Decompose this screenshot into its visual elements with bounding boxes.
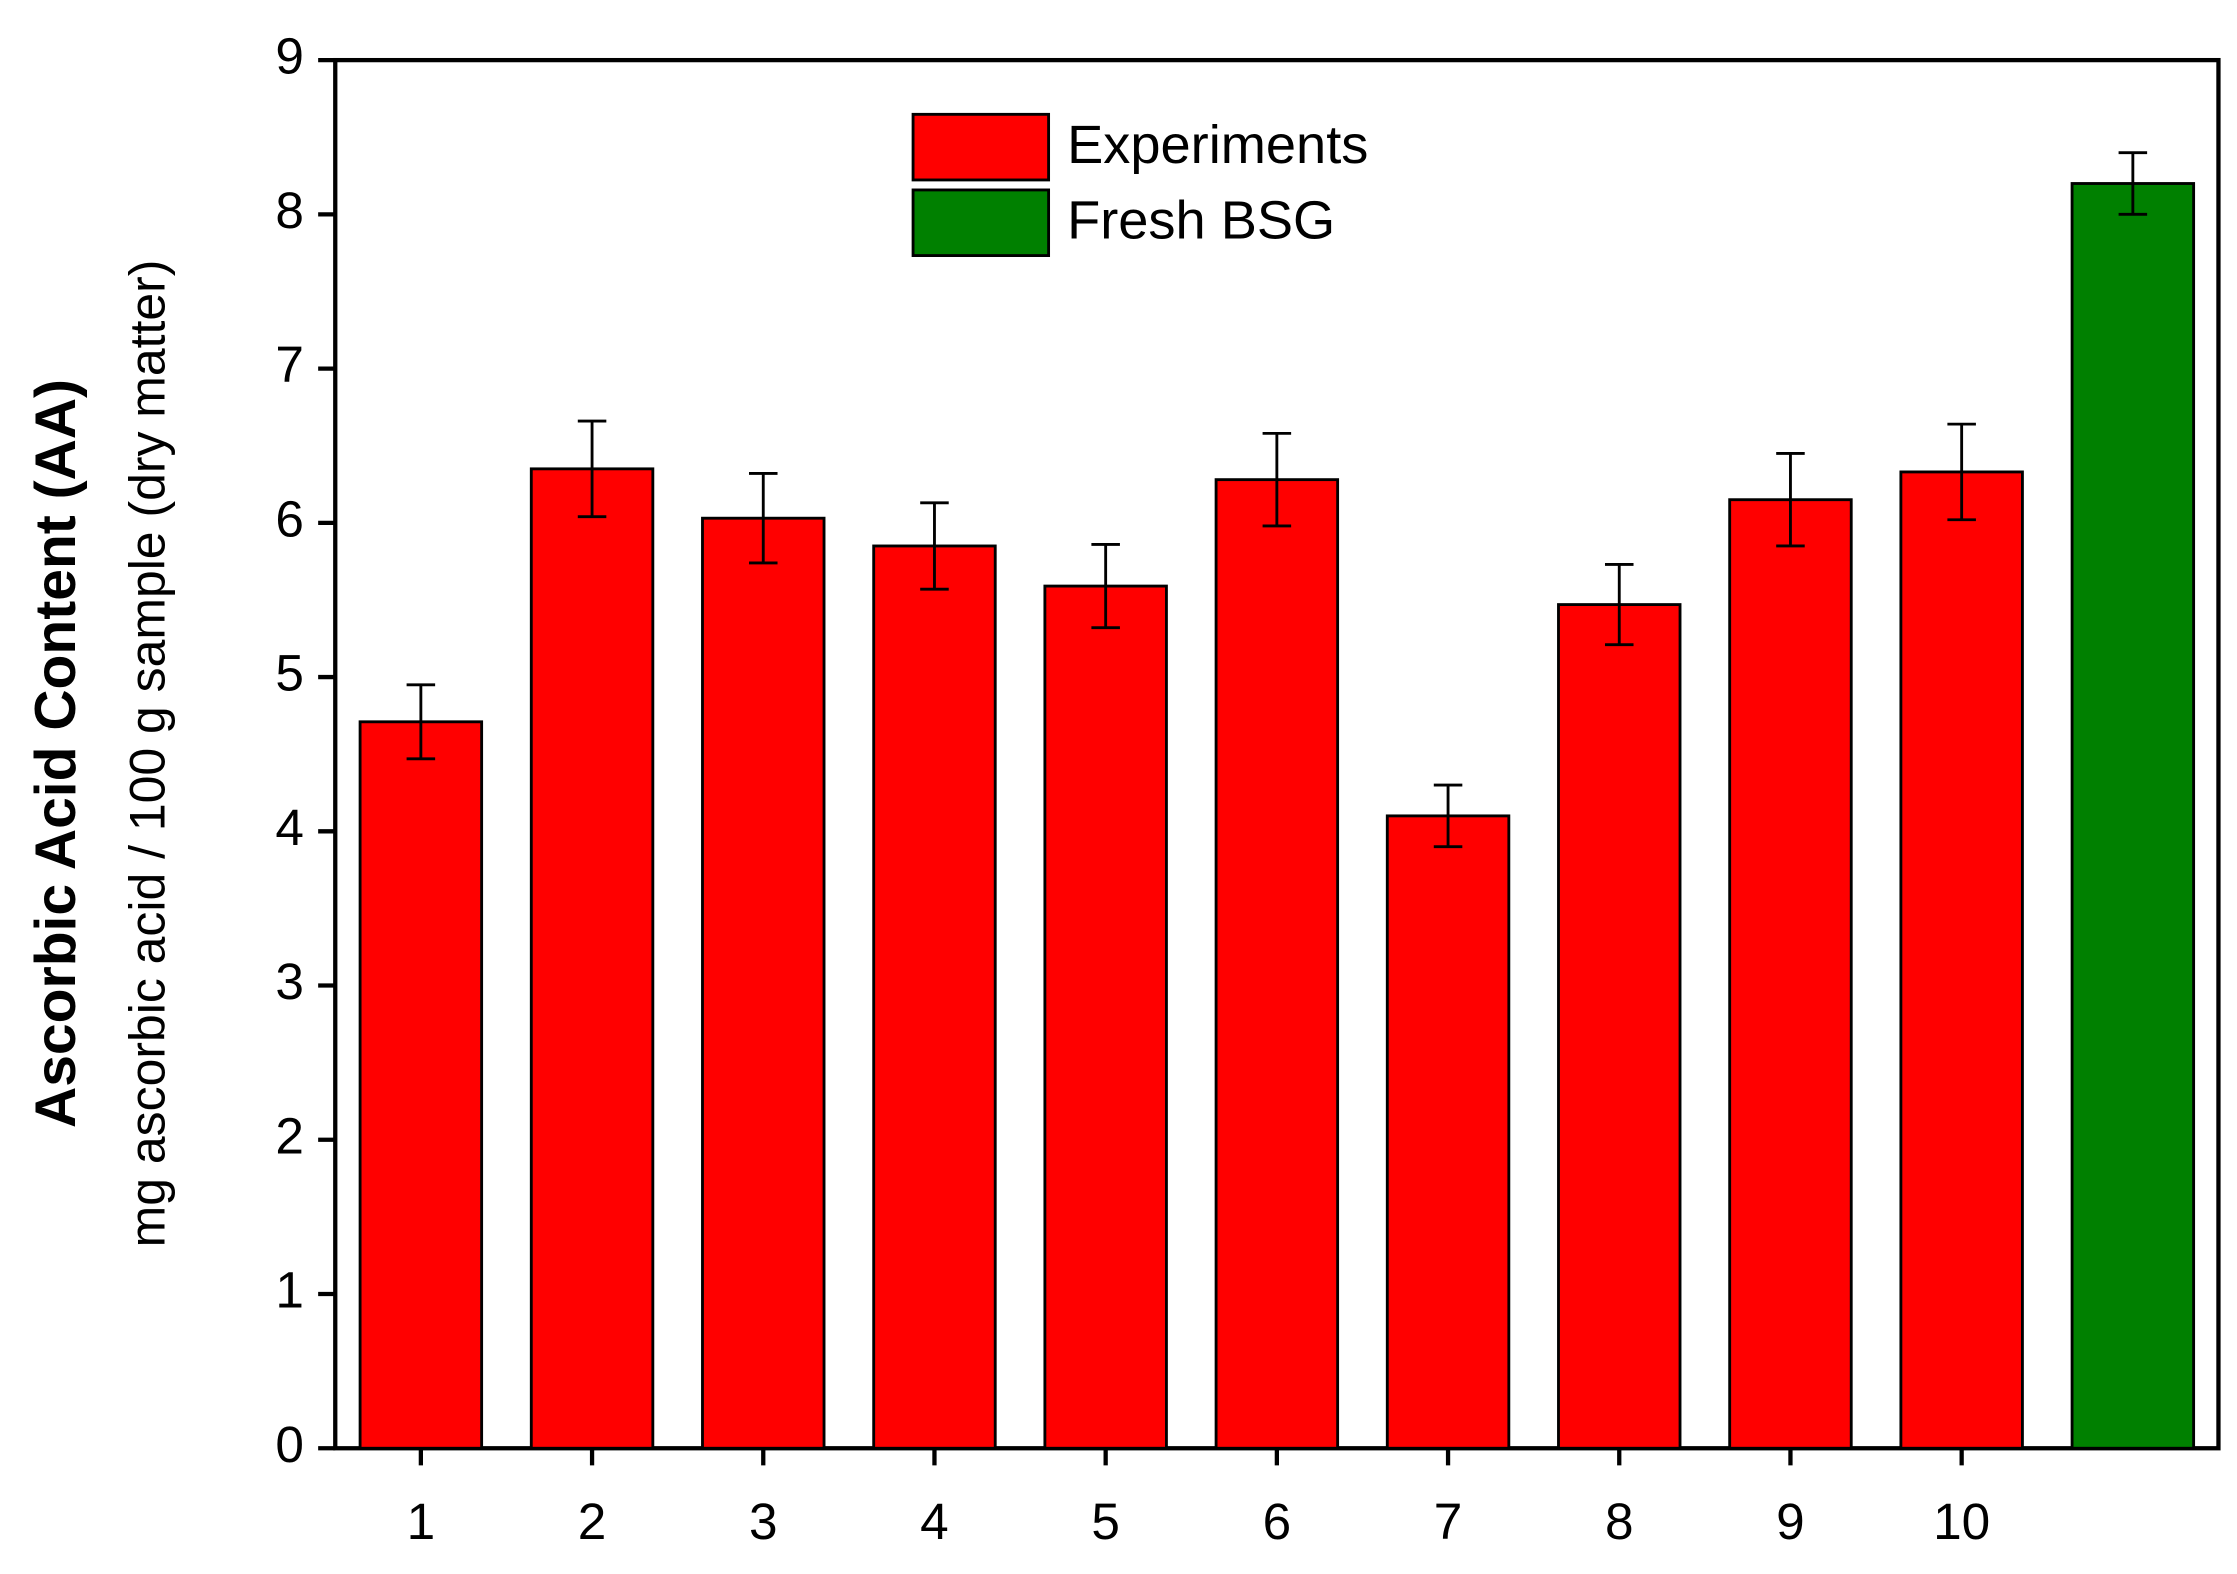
x-tick-label: 9 [1776,1493,1805,1550]
legend-swatch [911,188,1051,257]
error-bar [1262,431,1292,528]
error-bar [577,419,607,519]
y-tick-label: 6 [275,490,304,547]
y-tick-label: 9 [275,28,304,85]
x-tick-label: 8 [1605,1493,1634,1550]
bar [1899,470,2024,1450]
error-bar [1433,783,1463,849]
bar [701,516,826,1450]
bar [1043,584,1168,1450]
error-bar [1776,451,1805,548]
y-tick-label: 8 [275,182,304,239]
x-tick-label: 2 [578,1493,607,1550]
error-bar [2118,151,2148,216]
x-tick-label: 3 [749,1493,778,1550]
x-tick-label: 1 [407,1493,436,1550]
y-tick-label: 3 [275,953,304,1010]
error-bar [1947,422,1976,522]
bar [358,720,484,1450]
y-axis-subtitle: mg ascorbic acid / 100 g sample (dry mat… [119,260,175,1248]
bar [2070,182,2196,1450]
x-tick-label: 6 [1263,1493,1292,1550]
bar [872,544,997,1450]
error-bar [1091,542,1120,630]
y-tick-label: 5 [275,645,304,702]
legend-swatch [911,112,1051,182]
error-bar [748,472,778,565]
y-tick-label: 4 [275,799,304,856]
error-bar [1604,563,1634,647]
error-bar [406,683,436,761]
x-tick-label: 7 [1434,1493,1463,1550]
x-tick-label: 5 [1091,1493,1120,1550]
y-tick-label: 1 [275,1262,304,1319]
y-tick-label: 0 [275,1416,304,1473]
y-tick-label: 7 [275,336,304,393]
legend-label: Fresh BSG [1067,190,1335,250]
legend-label: Experiments [1067,115,1368,175]
x-tick-label: 4 [920,1493,949,1550]
bar [1214,478,1340,1450]
bar [1385,814,1511,1450]
error-bar [920,501,949,591]
bar [1557,603,1682,1450]
x-tick-label: 10 [1933,1493,1990,1550]
y-axis-title: Ascorbic Acid Content (AA) [24,379,88,1128]
y-tick-label: 2 [275,1107,304,1164]
bar [1728,498,1853,1450]
bar [529,467,655,1450]
